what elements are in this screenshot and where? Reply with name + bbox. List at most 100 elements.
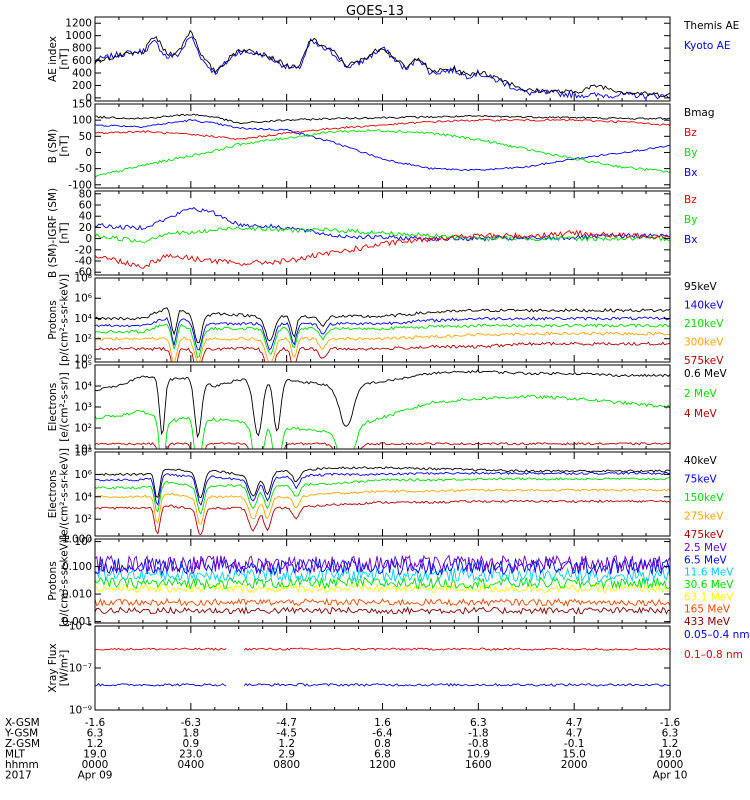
legend-entry: Kyoto AE (684, 40, 730, 52)
series-line-30-6-mev (95, 576, 670, 591)
y-tick-label: 50 (79, 131, 92, 143)
y-tick-label: 10² (74, 514, 92, 526)
series-line-433-mev (95, 605, 670, 616)
footer-value: 6.3 (470, 717, 487, 729)
footer-value: -1.6 (85, 717, 106, 729)
footer-value: 4.7 (566, 728, 583, 740)
y-tick-label: 40 (79, 211, 92, 223)
panel-1-series (95, 29, 670, 100)
y-tick-label: 10² (74, 423, 92, 435)
y-tick-label: 0.100 (62, 561, 92, 573)
series-line-75kev (95, 471, 670, 506)
footer-row-label: MLT (5, 749, 25, 761)
y-tick-label: 0 (85, 147, 92, 159)
legend-entry: 140keV (684, 300, 724, 312)
series-line-bmag (95, 113, 670, 125)
panel-6-legend: 40keV 75keV 150keV 275keV 475keV (684, 455, 724, 541)
panel-frame (94, 451, 671, 537)
legend-entry: Themis AE (683, 20, 739, 32)
panel-7-ylabel: Protons[p/(cm²-s-sr-keV)] (47, 535, 71, 627)
footer-value: 6.3 (87, 728, 104, 740)
footer-ephemeris: X-GSMY-GSMZ-GSMMLThhmm2017-1.66.31.219.0… (4, 717, 687, 782)
footer-value: 23.0 (179, 749, 202, 761)
panel-2-series (95, 113, 670, 178)
series-line-0-1-0-8-nm (95, 647, 670, 651)
series-line-140kev (95, 316, 670, 351)
series-line-by (95, 226, 670, 243)
series-line-95kev (95, 307, 670, 344)
legend-entry: 150keV (684, 492, 724, 504)
series-line-by (95, 129, 670, 178)
legend-entry: 475keV (684, 529, 724, 541)
footer-value: 1.6 (374, 717, 391, 729)
y-tick-label: 400 (72, 68, 92, 80)
footer-value: -0.1 (564, 738, 585, 750)
series-line-2-mev (95, 394, 670, 449)
legend-entry: 40keV (684, 455, 718, 467)
footer-value: Apr 09 (78, 770, 113, 782)
panel-4-series (95, 307, 670, 362)
panel-7-series (95, 554, 670, 616)
y-tick-label: 20 (79, 222, 92, 234)
y-tick-label: 10⁴ (74, 381, 92, 393)
panel-4-ylabel: Protons[p/(cm²-s-sr-keV)] (47, 274, 71, 366)
footer-row-label: hhmm (5, 759, 39, 771)
panel-8-series (95, 647, 670, 687)
legend-entry: 575keV (684, 355, 724, 367)
panel-3-series (95, 206, 670, 269)
footer-value: 19.0 (83, 749, 106, 761)
footer-value: 0.8 (374, 738, 391, 750)
series-line-150kev (95, 477, 670, 515)
series-line-4-mev (95, 442, 670, 449)
footer-value: 1200 (369, 759, 396, 771)
footer-value: 6.3 (662, 728, 679, 740)
legend-entry: 300keV (684, 337, 724, 349)
y-tick-label: 150 (72, 99, 92, 111)
footer-value: -4.5 (276, 728, 297, 740)
y-tick-label: 200 (72, 80, 92, 92)
series-line-40kev (95, 466, 670, 499)
footer-value: 2.9 (278, 749, 295, 761)
footer-value: 1.2 (87, 738, 104, 750)
y-tick-label: 0 (85, 92, 92, 104)
series-line-bz (95, 118, 670, 141)
y-tick-label: 800 (72, 43, 92, 55)
legend-entry: 433 MeV (684, 616, 731, 628)
footer-value: 0000 (82, 759, 109, 771)
panel-3-legend: Bz By Bx (684, 194, 697, 246)
footer-value: 6.8 (374, 749, 391, 761)
series-line-275kev (95, 488, 670, 525)
footer-value: 1.2 (278, 738, 295, 750)
series-line-575kev (95, 341, 670, 362)
series-line-300kev (95, 331, 670, 362)
y-tick-label: 10⁸ (74, 447, 92, 459)
panel-frame (94, 364, 671, 450)
legend-entry: 4 MeV (684, 408, 718, 420)
legend-entry: Bx (684, 167, 697, 179)
panel-4-legend: 95keV 140keV 210keV 300keV 575keV (684, 281, 724, 367)
panel-3-ylabel: B (SM)-IGRF (SM)[nT] (47, 188, 71, 278)
footer-row-label: Z-GSM (5, 738, 40, 750)
legend-entry: 165 MeV (684, 604, 731, 616)
footer-value: 0800 (273, 759, 300, 771)
legend-entry: 6.5 MeV (684, 554, 728, 566)
panel-2-ylabel: B (SM)[nT] (47, 129, 71, 163)
y-tick-label: 10⁴ (74, 313, 92, 325)
series-line-475kev (95, 499, 670, 536)
series-line-6-5-mev (95, 557, 670, 577)
series-line-bx (95, 119, 670, 172)
series-line-0-05-0-4-nm (95, 682, 670, 687)
y-tick-label: 80 (79, 188, 92, 200)
legend-entry: 30.6 MeV (684, 579, 734, 591)
footer-value: -4.7 (276, 717, 297, 729)
legend-entry: 210keV (684, 318, 724, 330)
series-line-0-6-mev (95, 369, 670, 439)
panel-6-series (95, 466, 670, 536)
series-line-themis-ae (95, 29, 670, 98)
y-tick-label: 1000 (65, 30, 92, 42)
